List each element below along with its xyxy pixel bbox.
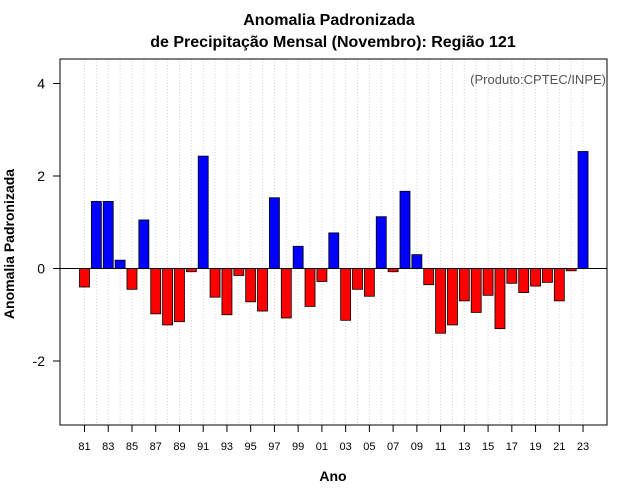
bar — [363, 268, 375, 297]
x-tick-label: 95 — [245, 441, 257, 453]
x-tick-label: 83 — [102, 441, 114, 453]
bar — [399, 190, 411, 269]
x-tick-label: 81 — [78, 441, 90, 453]
x-tick-label: 09 — [411, 441, 423, 453]
bar — [269, 197, 280, 269]
x-tick-label: 17 — [506, 441, 518, 453]
x-tick-label: 11 — [435, 441, 446, 453]
x-axis-title: Ano — [319, 468, 346, 484]
x-tick-label: 89 — [173, 441, 185, 453]
x-tick-label: 99 — [292, 441, 304, 453]
bar — [304, 268, 316, 307]
bar — [197, 155, 209, 269]
bar — [150, 268, 162, 315]
bar — [126, 268, 138, 290]
x-tick-label: 05 — [363, 441, 375, 453]
bar — [114, 259, 126, 269]
y-axis-title: Anomalia Padronizada — [1, 169, 17, 319]
x-tick-label: 01 — [316, 441, 328, 453]
chart-subtitle: de Precipitação Mensal (Novembro): Regiã… — [150, 34, 516, 51]
bar — [162, 268, 173, 326]
bar — [90, 201, 102, 269]
bar — [375, 216, 387, 269]
x-tick-label: 93 — [221, 441, 233, 453]
x-tick-label: 15 — [482, 441, 494, 453]
bar — [174, 268, 185, 323]
x-tick-label: 87 — [150, 441, 162, 453]
bar — [292, 245, 304, 269]
bar — [352, 268, 363, 290]
bar — [470, 268, 482, 313]
bar — [257, 268, 268, 312]
bar — [553, 268, 565, 302]
x-tick-label: 23 — [577, 441, 589, 453]
x-tick-label: 07 — [387, 441, 399, 453]
bar — [577, 151, 589, 269]
y-tick-label: 0 — [37, 261, 45, 277]
bar — [221, 268, 233, 316]
bar — [209, 268, 221, 298]
bar — [280, 268, 292, 319]
bar — [79, 268, 90, 288]
bar — [245, 268, 257, 303]
bars — [79, 151, 589, 334]
bar — [411, 254, 423, 269]
bar — [423, 268, 435, 286]
x-tick-label: 97 — [268, 441, 280, 453]
x-tick-label: 21 — [553, 441, 565, 453]
y-axis: -2 0 2 4 — [33, 76, 60, 369]
x-tick-label: 19 — [529, 441, 541, 453]
y-tick-label: 4 — [37, 76, 45, 92]
x-tick-label: 85 — [126, 441, 138, 453]
plot-border — [59, 58, 608, 426]
credit-label: (Produto:CPTEC/INPE) — [470, 72, 606, 87]
bar — [435, 268, 447, 334]
bar — [447, 268, 458, 326]
bar — [542, 268, 553, 283]
bar — [482, 268, 494, 296]
bar — [233, 268, 245, 276]
y-tick-label: 2 — [37, 168, 45, 184]
x-tick-label: 03 — [340, 441, 352, 453]
y-tick-label: -2 — [33, 353, 46, 369]
bar — [518, 268, 530, 293]
x-axis: 81 83 85 87 89 91 93 95 97 99 01 03 05 07 09 11 13 15 17 19… — [78, 425, 589, 453]
bar — [316, 268, 328, 282]
bar — [458, 268, 470, 302]
bar — [340, 268, 352, 321]
bar — [102, 201, 114, 269]
bar — [494, 268, 506, 330]
x-tick-label: 91 — [197, 441, 209, 453]
bar — [328, 232, 340, 269]
chart-title: Anomalia Padronizada — [243, 12, 415, 29]
bar — [506, 268, 518, 284]
bar — [138, 219, 150, 269]
bar — [530, 268, 541, 287]
x-tick-label: 13 — [458, 441, 470, 453]
